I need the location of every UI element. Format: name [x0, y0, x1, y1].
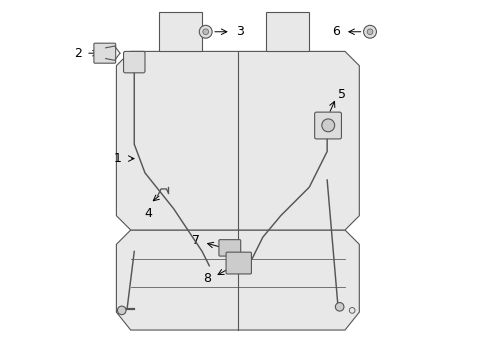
Polygon shape	[117, 230, 359, 330]
Text: 2: 2	[74, 47, 82, 60]
FancyBboxPatch shape	[94, 43, 116, 63]
Text: 5: 5	[338, 88, 346, 101]
Polygon shape	[267, 12, 309, 51]
Circle shape	[367, 29, 373, 35]
Circle shape	[118, 306, 126, 315]
Text: 3: 3	[236, 25, 244, 38]
Text: 7: 7	[193, 234, 200, 247]
Polygon shape	[117, 51, 359, 230]
FancyBboxPatch shape	[219, 240, 241, 256]
Circle shape	[364, 25, 376, 38]
Text: 8: 8	[203, 272, 211, 285]
FancyBboxPatch shape	[315, 112, 342, 139]
Polygon shape	[159, 12, 202, 51]
Text: 1: 1	[114, 152, 122, 165]
Circle shape	[203, 29, 209, 35]
Text: 4: 4	[145, 207, 152, 220]
Circle shape	[335, 302, 344, 311]
Circle shape	[199, 25, 212, 38]
FancyBboxPatch shape	[226, 252, 251, 274]
Circle shape	[322, 119, 335, 132]
FancyBboxPatch shape	[123, 51, 145, 73]
Text: 6: 6	[332, 25, 340, 38]
